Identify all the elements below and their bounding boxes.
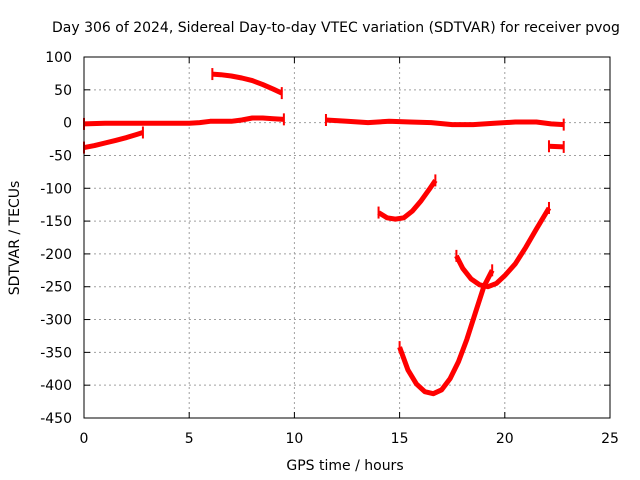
x-tick-label: 10 [285, 431, 303, 447]
series-arc-6 [377, 178, 438, 222]
y-tick-label: -150 [40, 214, 72, 230]
y-tick-label: -250 [40, 280, 72, 296]
x-tick-label: 15 [391, 431, 409, 447]
y-tick-label: 100 [45, 50, 72, 66]
y-axis-title: SDTVAR / TECUs [7, 181, 23, 296]
series-arc-5 [548, 143, 564, 150]
series-arc-2 [83, 130, 144, 151]
y-tick-label: -400 [40, 378, 72, 394]
y-tick-label: 0 [63, 116, 72, 132]
y-tick-label: -450 [40, 411, 72, 427]
x-axis: 0 5 10 15 20 25 [80, 57, 619, 447]
grid [84, 57, 610, 418]
y-tick-label: 50 [54, 83, 72, 99]
chart-title: Day 306 of 2024, Sidereal Day-to-day VTE… [52, 20, 620, 36]
series-arc-1 [83, 115, 285, 127]
y-tick-label: -200 [40, 247, 72, 263]
x-tick-label: 0 [80, 431, 89, 447]
x-tick-label: 20 [496, 431, 514, 447]
y-tick-label: -350 [40, 345, 72, 361]
series-arc-4 [325, 117, 564, 128]
plot-frame [83, 56, 611, 419]
y-axis: 100 50 0 -50 -100 -150 -200 -250 -300 -350 -400 -45… [40, 50, 610, 427]
x-tick-label: 25 [601, 431, 619, 447]
series-arc-8 [397, 269, 495, 397]
x-tick-label: 5 [185, 431, 194, 447]
x-axis-title: GPS time / hours [286, 458, 403, 474]
series-arc-7 [454, 206, 552, 290]
y-tick-label: -300 [40, 313, 72, 329]
series-group [83, 68, 565, 397]
series-arc-3 [212, 71, 283, 96]
y-tick-label: -50 [49, 148, 72, 164]
y-tick-label: -100 [40, 181, 72, 197]
